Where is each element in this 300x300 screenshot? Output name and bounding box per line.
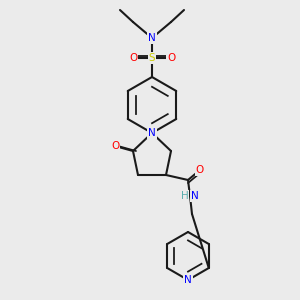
Text: H: H bbox=[181, 191, 189, 201]
Text: S: S bbox=[149, 53, 155, 63]
Text: N: N bbox=[184, 275, 192, 285]
Text: O: O bbox=[196, 165, 204, 175]
Text: O: O bbox=[111, 141, 119, 151]
Text: O: O bbox=[129, 53, 137, 63]
Text: O: O bbox=[167, 53, 175, 63]
Text: N: N bbox=[191, 191, 199, 201]
Text: N: N bbox=[148, 128, 156, 138]
Text: N: N bbox=[148, 33, 156, 43]
